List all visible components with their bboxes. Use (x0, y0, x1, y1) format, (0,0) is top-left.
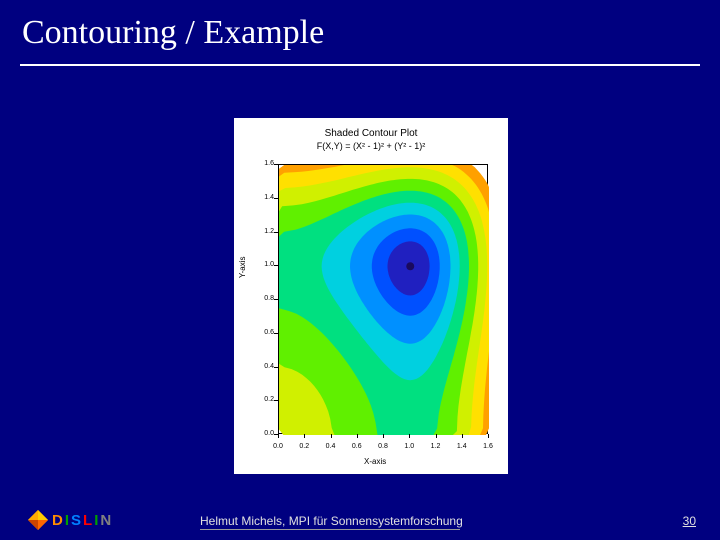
ytick-label: 0.6 (254, 329, 274, 336)
xtick-label: 0.4 (321, 443, 341, 450)
xtick-label: 0.0 (268, 443, 288, 450)
xtick-label: 1.0 (399, 443, 419, 450)
page-number: 30 (683, 514, 696, 528)
logo-diamond-icon (26, 508, 50, 532)
ytick-label: 0.2 (254, 396, 274, 403)
ytick-label: 0.8 (254, 295, 274, 302)
dislin-logo: DISLIN (26, 508, 113, 532)
chart-xlabel: X-axis (364, 457, 386, 466)
xtick-label: 1.6 (478, 443, 498, 450)
ytick-label: 1.6 (254, 160, 274, 167)
xtick-label: 1.2 (426, 443, 446, 450)
logo-text: DISLIN (52, 512, 113, 529)
chart-ylabel: Y-axis (238, 257, 247, 279)
title-underline (20, 64, 700, 66)
xtick-label: 0.8 (373, 443, 393, 450)
ytick-label: 1.0 (254, 261, 274, 268)
ytick-label: 0.4 (254, 363, 274, 370)
chart-subtitle: F(X,Y) = (X² - 1)² + (Y² - 1)² (234, 139, 508, 151)
ytick-label: 1.2 (254, 228, 274, 235)
footer: DISLIN Helmut Michels, MPI für Sonnensys… (0, 508, 720, 532)
chart-title: Shaded Contour Plot (234, 118, 508, 139)
plot-area (278, 164, 488, 434)
xtick-label: 0.2 (294, 443, 314, 450)
footer-underline (200, 529, 460, 530)
ytick-label: 1.4 (254, 194, 274, 201)
xtick-label: 0.6 (347, 443, 367, 450)
ytick-label: 0.0 (254, 430, 274, 437)
footer-author: Helmut Michels, MPI für Sonnensystemfors… (200, 514, 463, 528)
chart-container: Shaded Contour Plot F(X,Y) = (X² - 1)² +… (234, 118, 508, 474)
xtick-label: 1.4 (452, 443, 472, 450)
contour-plot (279, 165, 489, 435)
slide-title: Contouring / Example (0, 0, 720, 52)
